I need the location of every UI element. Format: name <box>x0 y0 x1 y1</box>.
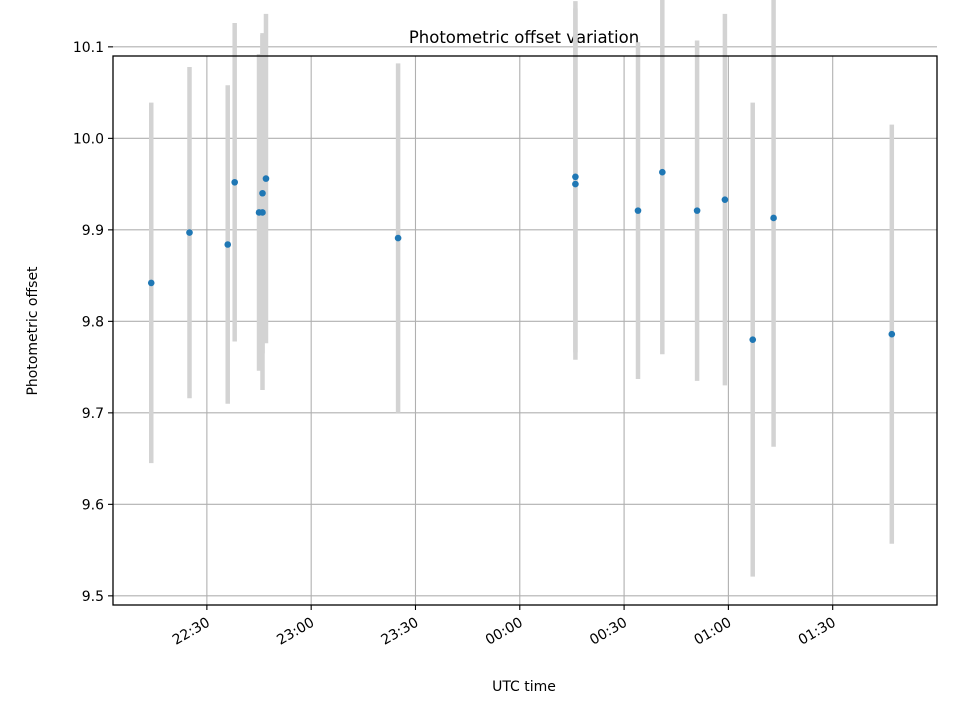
data-point <box>888 330 896 338</box>
data-point <box>259 209 266 216</box>
data-point <box>147 279 155 287</box>
y-tick-label: 9.5 <box>82 589 104 605</box>
data-point <box>224 241 232 248</box>
data-point <box>693 207 701 214</box>
grid <box>113 46 937 605</box>
y-tick-label: 9.8 <box>82 314 104 330</box>
y-tick-label: 10.1 <box>73 40 104 56</box>
x-tick-label: 23:00 <box>274 615 317 649</box>
x-tick-label: 00:00 <box>483 615 526 649</box>
data-point <box>572 180 579 188</box>
data-point <box>572 173 579 181</box>
x-axis: 22:30 23:00 23:30 00:00 00:30 01:00 01:30 <box>170 605 839 649</box>
data-point <box>749 336 757 343</box>
data-point <box>394 234 402 242</box>
y-tick-label: 9.7 <box>82 406 104 422</box>
data-point <box>186 229 193 236</box>
x-axis-label: UTC time <box>492 679 556 695</box>
x-tick-label: 23:30 <box>379 615 422 649</box>
x-tick-label: 01:30 <box>796 615 839 649</box>
error-bars <box>148 0 895 577</box>
y-axis: 9.5 9.6 9.7 9.8 9.9 10.0 10.1 <box>73 40 113 605</box>
y-tick-label: 9.6 <box>82 497 104 513</box>
plot-frame <box>112 55 938 606</box>
y-tick-label: 9.9 <box>82 223 104 239</box>
x-tick-label: 01:00 <box>691 615 734 649</box>
data-point <box>659 168 666 176</box>
x-tick-label: 22:30 <box>170 615 213 649</box>
x-tick-label: 00:30 <box>587 615 630 649</box>
data-point <box>231 178 238 186</box>
data-points <box>147 168 896 343</box>
data-point <box>634 207 642 214</box>
data-point <box>721 196 729 203</box>
y-tick-label: 10.0 <box>73 131 104 147</box>
y-axis-label: Photometric offset <box>25 266 41 396</box>
data-point <box>770 214 777 222</box>
data-point <box>259 189 266 197</box>
data-point <box>262 175 270 182</box>
chart-title: Photometric offset variation <box>409 28 639 47</box>
